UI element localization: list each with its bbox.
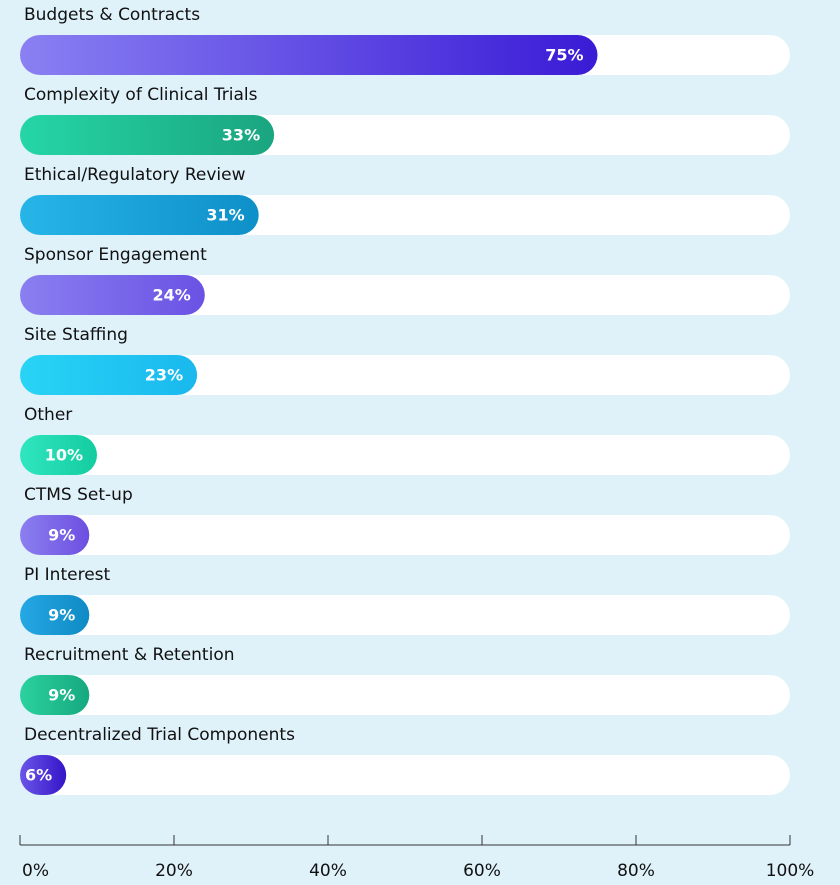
category-label: Site Staffing xyxy=(24,325,128,345)
bar xyxy=(20,675,90,715)
category-label: CTMS Set-up xyxy=(24,485,133,505)
category-label: Complexity of Clinical Trials xyxy=(24,85,258,105)
bar xyxy=(20,115,275,155)
bar xyxy=(20,195,259,235)
track xyxy=(20,595,790,635)
track xyxy=(20,355,790,395)
value-label: 10% xyxy=(45,446,83,465)
value-label: 9% xyxy=(48,526,75,545)
value-label: 75% xyxy=(545,46,583,65)
bar xyxy=(20,275,205,315)
bar xyxy=(20,595,90,635)
track xyxy=(20,515,790,555)
value-label: 6% xyxy=(25,766,52,785)
track xyxy=(20,435,790,475)
track xyxy=(20,675,790,715)
x-tick-label: 80% xyxy=(617,861,655,881)
value-label: 9% xyxy=(48,686,75,705)
bar xyxy=(20,755,67,795)
value-label: 9% xyxy=(48,606,75,625)
category-label: Other xyxy=(24,405,72,425)
category-label: PI Interest xyxy=(24,565,111,585)
category-label: Sponsor Engagement xyxy=(24,245,207,265)
category-label: Budgets & Contracts xyxy=(24,5,200,25)
value-label: 23% xyxy=(145,366,183,385)
value-label: 31% xyxy=(206,206,244,225)
track xyxy=(20,755,790,795)
bar xyxy=(20,355,198,395)
bar xyxy=(20,515,90,555)
x-tick-label: 0% xyxy=(22,861,49,881)
x-tick-label: 100% xyxy=(766,861,815,881)
value-label: 24% xyxy=(153,286,191,305)
x-tick-label: 40% xyxy=(309,861,347,881)
track xyxy=(20,275,790,315)
x-tick-label: 60% xyxy=(463,861,501,881)
category-label: Ethical/Regulatory Review xyxy=(24,165,246,185)
bar xyxy=(20,435,97,475)
category-label: Recruitment & Retention xyxy=(24,645,235,665)
category-label: Decentralized Trial Components xyxy=(24,725,295,745)
x-tick-label: 20% xyxy=(155,861,193,881)
bar xyxy=(20,35,598,75)
value-label: 33% xyxy=(222,126,260,145)
